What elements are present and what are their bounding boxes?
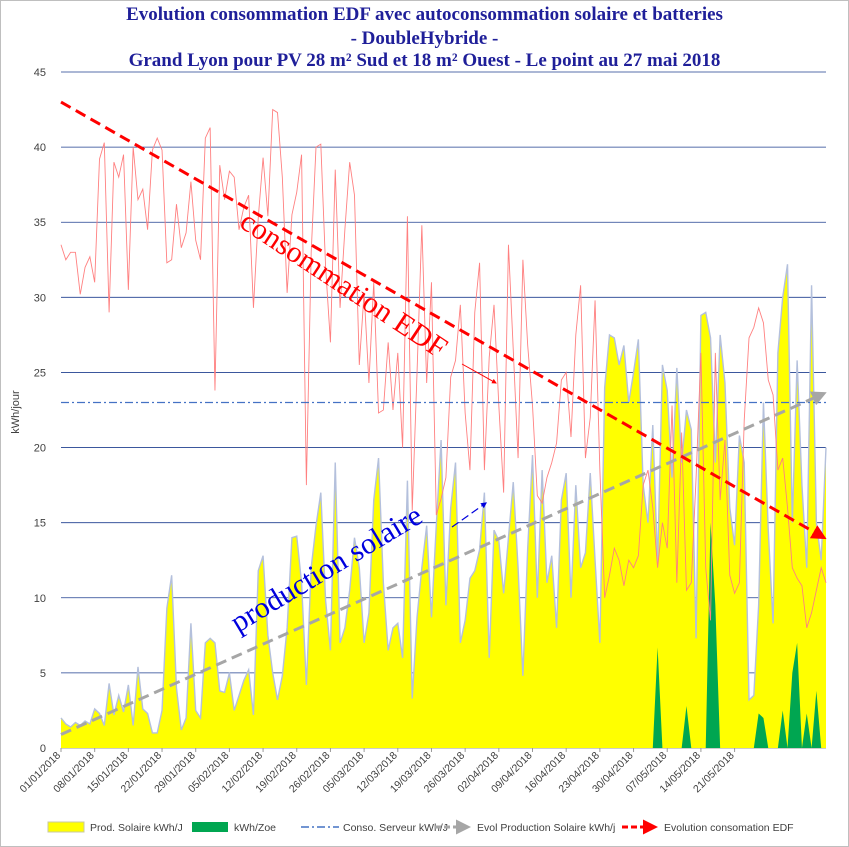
legend-swatch [47,821,85,833]
chart-title-line-3: Grand Lyon pour PV 28 m² Sud et 18 m² Ou… [128,50,721,71]
y-tick-label: 25 [34,367,46,379]
series-layer [60,100,831,748]
series-line-2 [60,108,827,628]
series-trend-5 [60,100,827,540]
y-tick-label: 35 [34,217,46,229]
annotation-production-arrow [451,502,487,528]
series-area-outline-0 [60,264,827,734]
annotation-consommation-arrow [461,363,497,384]
legend-label: kWh/Zoe [234,822,276,834]
legend-label: Prod. Solaire kWh/J [90,822,183,834]
chart-title-line-1: Evolution consommation EDF avec autocons… [126,4,723,25]
x-axis-ticks: 01/01/201808/01/201815/01/201822/01/2018… [17,748,737,795]
y-tick-label: 5 [40,668,46,680]
legend: Prod. Solaire kWh/J kWh/Zoe Conso. Serveur… [47,819,794,835]
y-tick-label: 40 [34,142,46,154]
legend-swatch [192,822,228,832]
legend-item-0: Prod. Solaire kWh/J [47,821,183,834]
y-tick-label: 10 [34,593,46,605]
series-area-0 [61,264,826,748]
y-tick-label: 45 [34,67,46,79]
legend-item-4: Evolution consomation EDF [622,819,794,835]
legend-label: Evol Production Solaire kWh/j [477,822,615,834]
legend-item-2: Conso. Serveur kWh/J [301,822,448,834]
y-axis-label: kWh/jour [10,390,22,434]
legend-label: Evolution consomation EDF [664,822,794,834]
y-tick-label: 20 [34,443,46,455]
y-axis-ticks: 0 5 10 15 20 25 30 35 40 45 [34,67,46,755]
legend-label: Conso. Serveur kWh/J [343,822,448,834]
legend-item-3: Evol Production Solaire kWh/j [435,819,615,835]
legend-item-1: kWh/Zoe [192,822,276,834]
y-tick-label: 30 [34,292,46,304]
chart-title-line-2: - DoubleHybride - [350,28,499,49]
y-tick-label: 15 [34,518,46,530]
series-trend-4 [60,391,827,736]
y-tick-label: 0 [40,743,46,755]
